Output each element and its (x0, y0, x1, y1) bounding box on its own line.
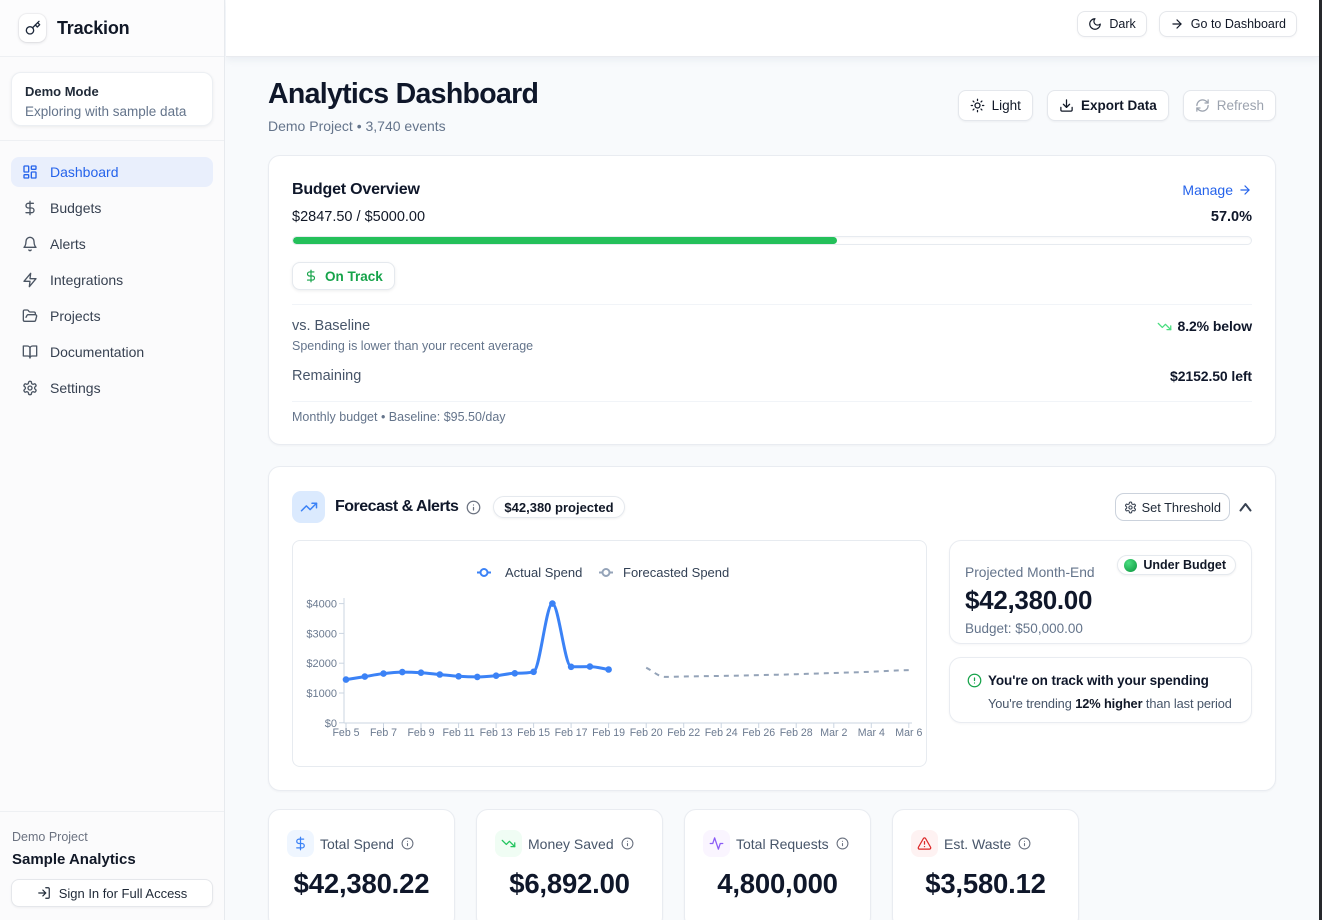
svg-text:$3000: $3000 (306, 628, 337, 640)
svg-text:Feb 15: Feb 15 (517, 727, 550, 739)
svg-text:Mar 2: Mar 2 (820, 727, 847, 739)
svg-text:$1000: $1000 (306, 688, 337, 700)
svg-text:Feb 13: Feb 13 (480, 727, 513, 739)
svg-text:$4000: $4000 (306, 599, 337, 611)
svg-text:Feb 7: Feb 7 (370, 727, 397, 739)
svg-text:Actual Spend: Actual Spend (505, 565, 582, 580)
svg-text:Forecasted Spend: Forecasted Spend (623, 565, 729, 580)
svg-text:Feb 17: Feb 17 (555, 727, 588, 739)
svg-text:$0: $0 (325, 718, 337, 730)
svg-text:Feb 5: Feb 5 (332, 727, 359, 739)
svg-text:Mar 6: Mar 6 (895, 727, 922, 739)
svg-text:Feb 24: Feb 24 (705, 727, 738, 739)
svg-text:Feb 22: Feb 22 (667, 727, 700, 739)
svg-text:Feb 20: Feb 20 (630, 727, 663, 739)
svg-text:Feb 28: Feb 28 (780, 727, 813, 739)
svg-text:$2000: $2000 (306, 658, 337, 670)
svg-text:Feb 11: Feb 11 (442, 727, 474, 739)
svg-text:Mar 4: Mar 4 (858, 727, 885, 739)
svg-text:Feb 9: Feb 9 (407, 727, 434, 739)
svg-text:Feb 26: Feb 26 (742, 727, 775, 739)
svg-text:Feb 19: Feb 19 (592, 727, 625, 739)
